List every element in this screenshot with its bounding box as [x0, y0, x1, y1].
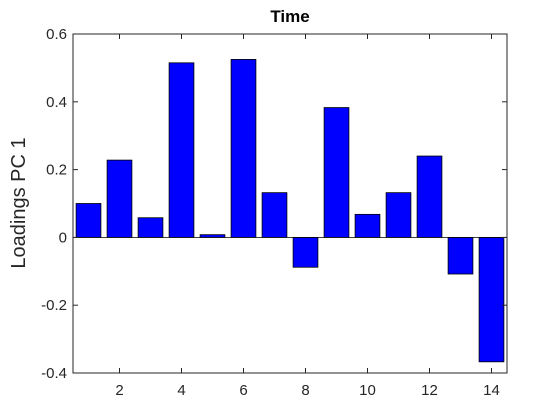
y-tick-label: 0.6 [46, 26, 67, 43]
bar [323, 107, 350, 238]
y-tick-label: 0.4 [46, 94, 67, 111]
bar [261, 192, 288, 238]
bar [106, 159, 133, 238]
bar [416, 155, 443, 238]
bar [447, 236, 474, 275]
bar [354, 213, 381, 238]
x-tick-label: 14 [483, 382, 500, 399]
y-axis-label: Loadings PC 1 [8, 137, 30, 268]
y-tick-label: -0.2 [41, 297, 67, 314]
chart-title: Time [270, 7, 309, 26]
x-tick-label: 10 [359, 382, 376, 399]
y-tick-label: -0.4 [41, 365, 67, 382]
y-tick-label: 0.2 [46, 162, 67, 179]
bar [230, 59, 257, 238]
x-tick-label: 8 [301, 382, 309, 399]
bar [199, 234, 226, 238]
bar [137, 217, 164, 238]
axes-box [72, 33, 508, 374]
x-tick-label: 6 [239, 382, 247, 399]
bar [292, 236, 319, 268]
bar [75, 203, 102, 238]
x-tick-label: 2 [115, 382, 123, 399]
x-tick-label: 12 [421, 382, 438, 399]
bar [385, 192, 412, 238]
y-tick-label: 0 [59, 229, 67, 246]
plot-area: 2 4 6 8 10 12 14 -0.4 -0.2 0 0.2 0.4 0.6 [41, 26, 508, 399]
bar [478, 236, 505, 363]
bar [168, 62, 195, 238]
x-tick-label: 4 [177, 382, 185, 399]
